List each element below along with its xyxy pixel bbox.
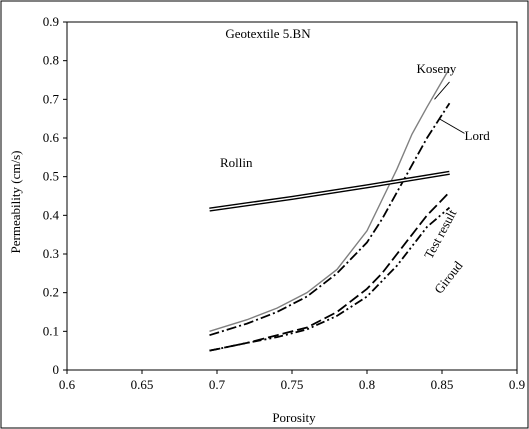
x-tick-label: 0.9 [509,377,525,392]
y-tick-label: 0.4 [43,207,60,222]
series-line-test-result [209,191,451,352]
x-axis-title: Porosity [272,410,316,425]
y-tick-label: 0.7 [43,91,60,106]
x-tick-label: 0.8 [359,377,375,392]
y-tick-label: 0.9 [43,14,59,29]
annotation-rollin: Rollin [220,155,253,170]
y-tick-label: 0.3 [43,246,59,261]
x-tick-label: 0.85 [431,377,454,392]
chart-title: Geotextile 5.BN [225,26,311,41]
annotation-koseny: Koseny [417,61,457,76]
annotation-lord: Lord [465,128,491,143]
series-line-lord [209,102,451,337]
lord-leader-line [438,118,465,134]
x-tick-label: 0.6 [59,377,76,392]
series-line-koseny [209,68,451,332]
y-axis-title: Permeability (cm/s) [8,151,23,254]
x-tick-label: 0.65 [131,377,154,392]
series-line-giroud [209,206,451,352]
y-tick-label: 0 [53,362,60,377]
series-line-rollin-inner [209,172,450,211]
y-tick-label: 0.2 [43,285,59,300]
y-tick-label: 0.5 [43,169,59,184]
y-tick-label: 0.8 [43,53,59,68]
y-tick-label: 0.6 [43,130,60,145]
x-tick-label: 0.7 [209,377,226,392]
koseny-leader-line [434,81,450,100]
y-tick-label: 0.1 [43,323,59,338]
x-tick-label: 0.75 [281,377,304,392]
